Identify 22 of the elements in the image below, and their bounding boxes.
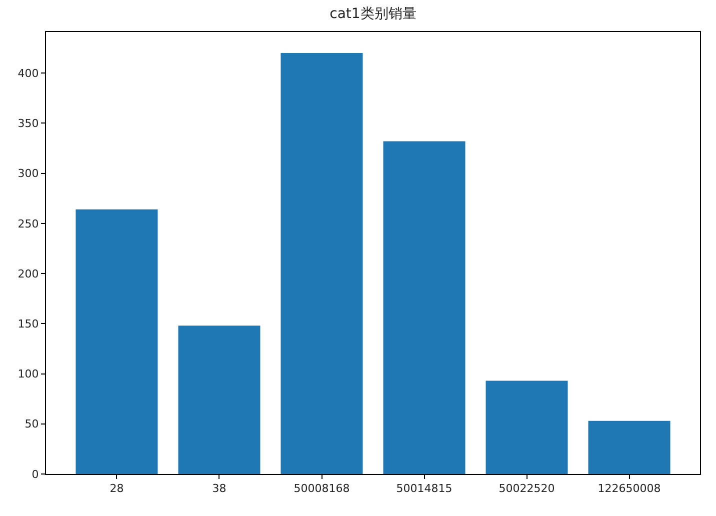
y-tick-label: 400: [18, 66, 39, 80]
x-tick-label: 50014815: [396, 482, 452, 496]
y-tick-label: 200: [18, 267, 39, 280]
y-tick-label: 0: [32, 468, 39, 481]
bar: [383, 141, 466, 474]
x-tick-label: 122650008: [598, 482, 661, 496]
x-tick-label: 50008168: [294, 482, 350, 496]
bar: [178, 326, 260, 474]
bar: [280, 53, 363, 474]
y-tick-label: 300: [18, 167, 39, 180]
chart-title: cat1类别销量: [330, 6, 416, 22]
bar: [76, 209, 158, 474]
bar: [486, 380, 568, 474]
y-tick-label: 50: [24, 418, 39, 431]
x-tick-label: 50022520: [498, 482, 555, 496]
y-tick-label: 100: [18, 368, 39, 381]
x-tick-label: 38: [212, 482, 226, 496]
y-tick-label: 250: [18, 217, 39, 230]
bar: [588, 420, 670, 474]
y-tick-label: 350: [18, 117, 39, 130]
y-tick-label: 150: [18, 318, 39, 331]
x-tick-label: 28: [110, 482, 124, 496]
